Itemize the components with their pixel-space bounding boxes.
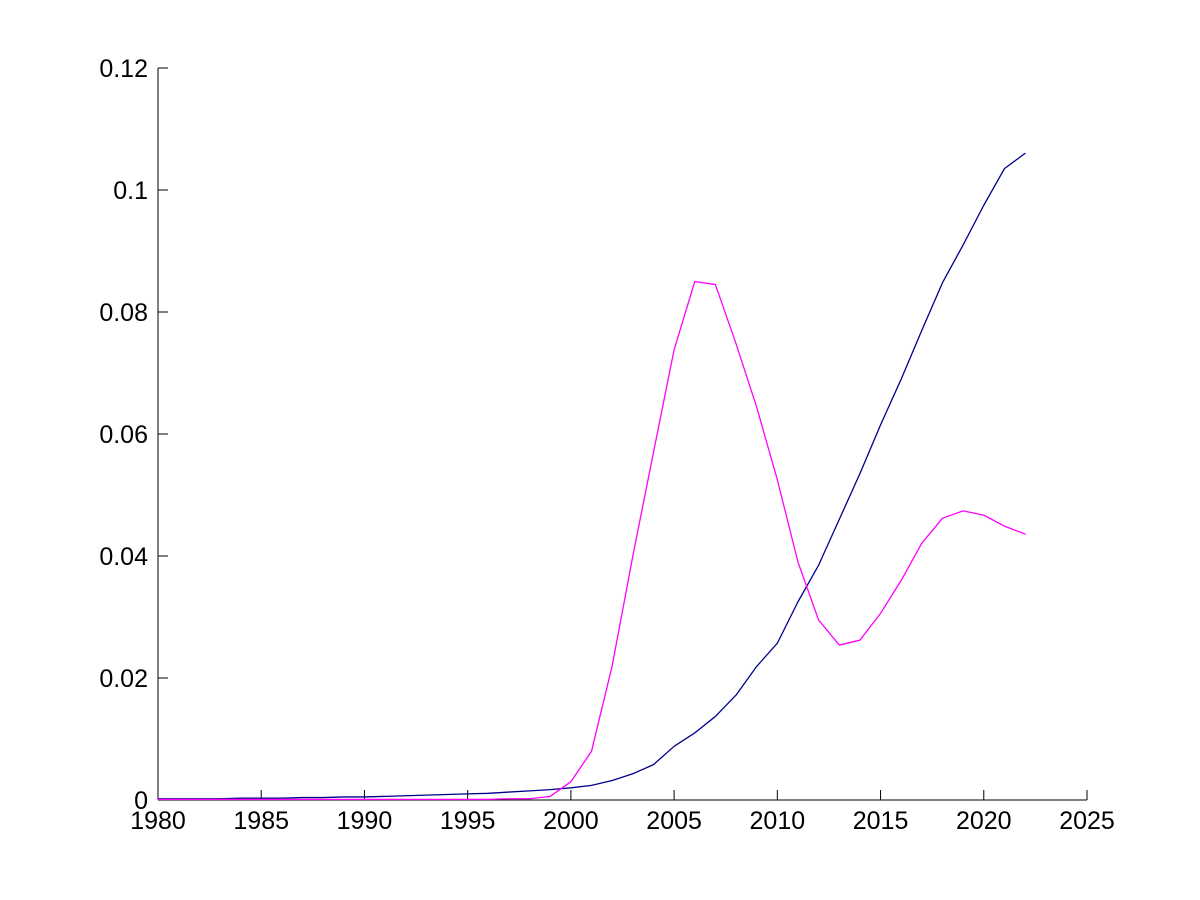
x-tick-label: 2025 bbox=[1059, 807, 1115, 835]
y-tick-label: 0.1 bbox=[113, 177, 148, 205]
x-tick-label: 2010 bbox=[750, 807, 806, 835]
x-tick-label: 1990 bbox=[337, 807, 393, 835]
x-tick-label: 2015 bbox=[853, 807, 909, 835]
x-tick-label: 2005 bbox=[646, 807, 702, 835]
x-tick-label: 1995 bbox=[440, 807, 496, 835]
y-tick-label: 0.08 bbox=[99, 299, 148, 327]
x-tick-label: 2020 bbox=[956, 807, 1012, 835]
y-tick-label: 0.12 bbox=[99, 55, 148, 83]
y-tick-label: 0 bbox=[134, 787, 148, 815]
series-dark-blue-line bbox=[157, 152, 1026, 800]
x-tick-label: 1980 bbox=[130, 807, 186, 835]
x-tick-label: 1985 bbox=[233, 807, 289, 835]
x-tick-label: 2000 bbox=[543, 807, 599, 835]
y-tick-label: 0.06 bbox=[99, 421, 148, 449]
series-magenta-line bbox=[157, 280, 1026, 801]
y-tick-label: 0.04 bbox=[99, 543, 148, 571]
y-tick-label: 0.02 bbox=[99, 665, 148, 693]
